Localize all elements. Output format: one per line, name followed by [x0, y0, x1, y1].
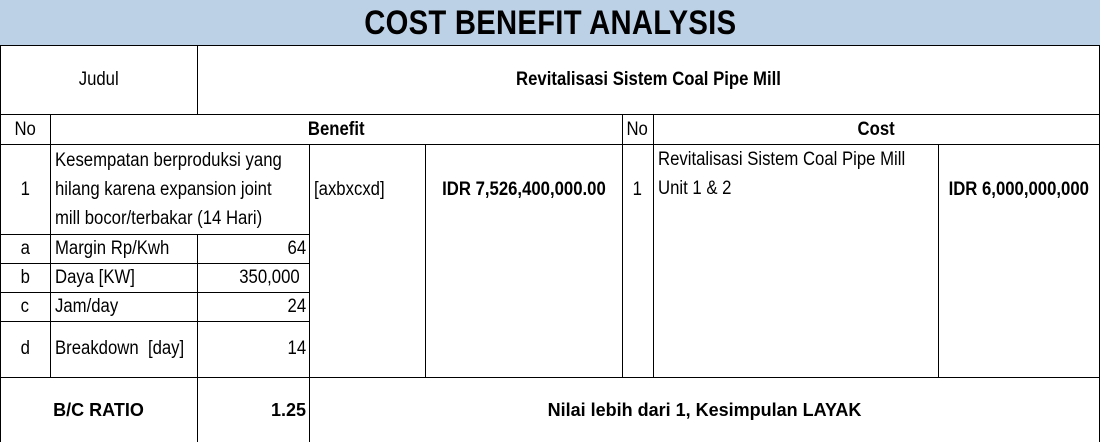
grid-line — [0, 234, 309, 235]
item-label-text: Margin Rp/Kwh — [55, 237, 170, 259]
item-label: Daya [KW] — [50, 263, 197, 292]
grid-line — [0, 114, 1100, 115]
cost-amount: IDR 6,000,000,000 — [938, 145, 1100, 234]
benefit-no: 1 — [0, 145, 50, 234]
item-no: a — [0, 234, 50, 263]
header-cost: Cost — [653, 115, 1100, 144]
item-value: 350,000 — [197, 263, 309, 292]
benefit-description: Kesempatan berproduksi yang hilang karen… — [50, 145, 309, 234]
item-label-text: Breakdown [day] — [55, 338, 185, 359]
grid-line — [0, 321, 309, 322]
grid-line — [622, 115, 623, 377]
grid-line — [197, 234, 198, 377]
grid-line — [0, 46, 1, 442]
item-value-text: 24 — [287, 295, 306, 317]
item-no-text: a — [20, 237, 30, 259]
judul-label-text: Judul — [78, 69, 119, 90]
item-value-text: 64 — [287, 237, 306, 259]
grid-line — [0, 292, 309, 293]
item-value: 14 — [197, 321, 309, 377]
benefit-description-line: hilang karena expansion joint — [55, 179, 272, 200]
grid-line — [309, 145, 310, 442]
item-no-text: b — [20, 266, 30, 288]
grid-line — [0, 144, 1100, 145]
item-no: d — [0, 321, 50, 377]
cost-description-line: Revitalisasi Sistem Coal Pipe Mill — [658, 149, 906, 170]
header-cost-text: Cost — [857, 118, 896, 140]
item-label: Jam/day — [50, 292, 197, 321]
benefit-formula: [axbxcxd] — [309, 145, 425, 234]
grid-line — [0, 45, 1100, 46]
item-label-text: Daya [KW] — [55, 266, 135, 288]
page-title: COST BENEFIT ANALYSIS — [0, 0, 1100, 46]
benefit-amount: IDR 7,526,400,000.00 — [425, 145, 622, 234]
header-no: No — [0, 115, 50, 144]
judul-label: Judul — [0, 46, 197, 114]
judul-value: Revitalisasi Sistem Coal Pipe Mill — [197, 46, 1100, 114]
cost-no-text: 1 — [632, 178, 643, 200]
item-value-text: 350,000 — [239, 266, 300, 288]
benefit-formula-text: [axbxcxd] — [314, 178, 385, 200]
grid-line — [50, 115, 51, 377]
benefit-description-line: Kesempatan berproduksi yang — [55, 150, 282, 171]
cost-description-line: Unit 1 & 2 — [658, 178, 732, 199]
judul-value-text: Revitalisasi Sistem Coal Pipe Mill — [516, 69, 781, 90]
item-label: Margin Rp/Kwh — [50, 234, 197, 263]
cost-description: Revitalisasi Sistem Coal Pipe Mill Unit … — [653, 145, 938, 205]
grid-line — [653, 115, 654, 377]
ratio-conclusion: Nilai lebih dari 1, Kesimpulan LAYAK — [309, 378, 1100, 442]
grid-line — [938, 145, 939, 377]
grid-line — [197, 378, 198, 442]
ratio-value: 1.25 — [197, 378, 309, 442]
item-label: Breakdown [day] — [50, 321, 197, 377]
header-benefit: Benefit — [50, 115, 622, 144]
benefit-no-text: 1 — [20, 178, 30, 200]
ratio-value-text: 1.25 — [270, 399, 306, 420]
header-benefit-text: Benefit — [307, 118, 365, 140]
item-no-text: c — [20, 295, 30, 317]
ratio-conclusion-text: Nilai lebih dari 1, Kesimpulan LAYAK — [547, 399, 862, 420]
benefit-description-line: mill bocor/terbakar (14 Hari) — [55, 208, 263, 229]
item-no: b — [0, 263, 50, 292]
header-no-cost: No — [622, 115, 653, 144]
grid-line — [0, 263, 309, 264]
header-no-text: No — [14, 118, 36, 140]
ratio-label: B/C RATIO — [0, 378, 197, 442]
header-no-cost-text: No — [626, 118, 649, 140]
item-value-text: 14 — [287, 338, 306, 359]
benefit-amount-text: IDR 7,526,400,000.00 — [441, 178, 606, 200]
item-no: c — [0, 292, 50, 321]
ratio-label-text: B/C RATIO — [53, 399, 144, 420]
grid-line — [0, 377, 1100, 378]
cost-no: 1 — [622, 145, 653, 234]
item-value: 64 — [197, 234, 309, 263]
page-title-text: COST BENEFIT ANALYSIS — [363, 3, 737, 42]
grid-line — [425, 145, 426, 377]
grid-line — [197, 46, 198, 115]
cost-amount-text: IDR 6,000,000,000 — [948, 178, 1090, 200]
item-value: 24 — [197, 292, 309, 321]
item-label-text: Jam/day — [55, 295, 119, 317]
item-no-text: d — [20, 338, 30, 359]
